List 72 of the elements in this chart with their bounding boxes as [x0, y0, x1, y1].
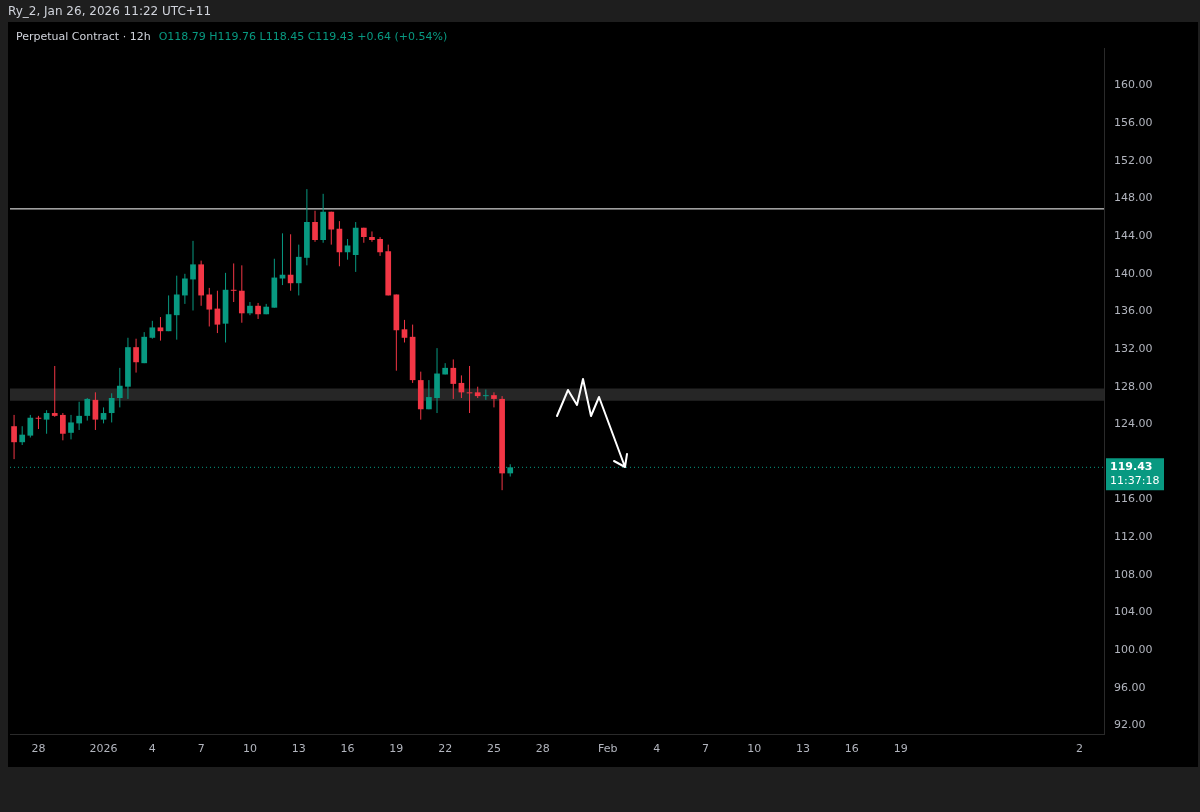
candlestick — [230, 262, 237, 303]
candlestick — [19, 425, 26, 446]
y-tick-label: 96.00 — [1114, 680, 1146, 694]
y-tick-label: 112.00 — [1114, 530, 1153, 544]
chart-subtitle: O118.79 H119.76 L118.45 C119.43 +0.64 (+0.54%) — [158, 30, 448, 43]
candlestick — [401, 319, 408, 343]
y-tick-label: 116.00 — [1114, 492, 1153, 506]
candlestick — [369, 230, 375, 243]
candlestick — [312, 210, 318, 243]
x-tick-label: 19 — [389, 742, 404, 756]
candlestick — [247, 301, 253, 316]
x-tick-label: 25 — [486, 742, 501, 756]
candlestick — [116, 367, 123, 408]
candlestick — [68, 414, 74, 440]
candlestick — [108, 392, 115, 423]
x-tick-label: 13 — [796, 742, 811, 756]
x-tick-label: 28 — [535, 742, 550, 756]
candlestick — [51, 365, 58, 418]
candlestick — [182, 273, 188, 305]
x-tick-label: 10 — [747, 742, 762, 756]
x-tick-label: Feb — [598, 742, 618, 756]
y-tick-label: 160.00 — [1114, 78, 1153, 92]
y-tick-label: 132.00 — [1114, 341, 1153, 355]
y-tick-label: 144.00 — [1114, 229, 1153, 243]
y-tick-label: 128.00 — [1114, 379, 1153, 393]
candlestick — [43, 409, 50, 435]
candlestick — [133, 338, 139, 374]
candlestick — [377, 236, 383, 257]
candlestick — [450, 358, 457, 400]
candlestick — [173, 275, 180, 341]
candlestick — [206, 287, 213, 327]
y-tick-label: 156.00 — [1114, 116, 1153, 130]
x-tick-label: 4 — [653, 742, 661, 756]
y-tick-label: 92.00 — [1114, 718, 1146, 732]
chart-title: Perpetual Contract · 12h — [16, 30, 151, 43]
candlestick — [190, 240, 196, 311]
candlestick — [482, 389, 489, 401]
candlestick — [76, 401, 82, 431]
y-tick-label: 148.00 — [1114, 191, 1153, 205]
candlestick — [11, 414, 17, 460]
x-tick-label: 16 — [844, 742, 859, 756]
x-tick-label: 2026 — [89, 742, 118, 756]
candlestick — [328, 211, 335, 246]
candlestick — [255, 302, 261, 320]
x-tick-label: 19 — [893, 742, 908, 756]
text: 11:37:18 — [1110, 474, 1160, 488]
x-tick-label: 28 — [31, 742, 46, 756]
y-tick-label: 124.00 — [1114, 417, 1153, 431]
candlestick — [84, 397, 91, 422]
x-tick-label: 7 — [701, 742, 709, 756]
y-tick-label: 136.00 — [1114, 304, 1153, 318]
candlestick — [27, 414, 34, 438]
x-tick-label: 10 — [242, 742, 257, 756]
candlestick — [426, 379, 432, 410]
x-tick-label: 7 — [197, 742, 205, 756]
x-tick-label: 16 — [340, 742, 355, 756]
candlestick — [279, 232, 286, 286]
y-tick-label: 104.00 — [1114, 605, 1153, 619]
candlestick — [157, 316, 164, 342]
x-tick-label: 2 — [1076, 742, 1084, 756]
candlestick — [238, 264, 245, 324]
text: Ry_2, Jan 26, 2026 11:22 UTC+11 — [8, 4, 212, 18]
y-tick-label: 108.00 — [1114, 567, 1153, 581]
x-tick-label: 22 — [438, 742, 453, 756]
y-tick-label: 152.00 — [1114, 153, 1153, 167]
candlestick — [60, 412, 66, 441]
candlestick — [491, 391, 497, 408]
ref-line-label: 119.43 — [1110, 460, 1153, 474]
x-tick-label: 13 — [291, 742, 306, 756]
y-tick-label: 140.00 — [1114, 266, 1153, 280]
y-tick-label: 100.00 — [1114, 642, 1153, 656]
x-tick-label: 4 — [148, 742, 156, 756]
